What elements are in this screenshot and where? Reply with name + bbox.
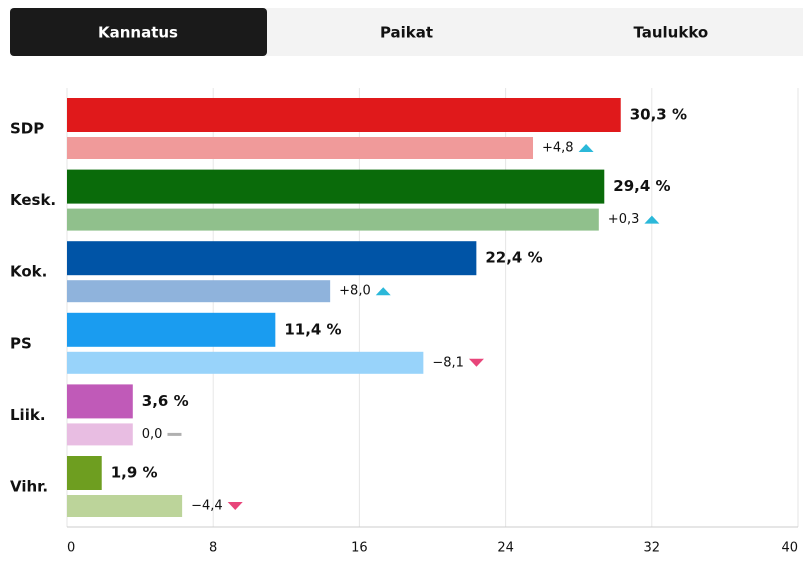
value-label: 29,4 % [613,177,670,195]
bar-previous [67,208,599,231]
category-label: SDP [10,120,44,138]
bar-previous [67,137,534,159]
change-down [468,358,484,367]
bar [67,241,477,276]
value-label: 30,3 % [630,106,687,124]
change-down [227,502,243,510]
change-up [578,144,594,152]
category-label: Liik. [10,406,46,424]
tab-label[interactable]: Kannatus [98,24,178,42]
change-label: −4,4 [191,499,223,514]
x-tick-label: 16 [351,541,368,556]
bar [67,456,102,490]
category-label: Vihr. [10,478,48,496]
x-tick-label: 8 [209,541,217,556]
tab-label[interactable]: Paikat [380,24,433,42]
x-tick-label: 32 [644,541,661,556]
bar [67,169,605,204]
value-label: 11,4 % [284,320,341,338]
change-label: +0,3 [608,212,640,227]
change-up [375,287,391,296]
bar-previous [67,351,424,374]
change-label: +8,0 [339,284,371,299]
tab-active[interactable] [10,8,267,56]
value-label: 3,6 % [142,392,189,410]
x-tick-label: 40 [781,541,798,556]
value-label: 1,9 % [111,464,158,482]
change-label: +4,8 [542,141,574,156]
category-label: PS [10,334,32,352]
change-none [167,432,182,436]
bar-previous [67,495,183,517]
bar-previous [67,423,133,446]
value-label: 22,4 % [485,249,542,267]
tab-label[interactable]: Taulukko [633,24,708,42]
change-up [644,215,660,224]
bar [67,98,621,132]
x-tick-label: 0 [67,541,75,556]
x-tick-label: 24 [497,541,514,556]
category-label: Kok. [10,263,47,281]
bar [67,312,276,347]
change-label: 0,0 [142,427,163,442]
change-label: −8,1 [432,355,464,370]
bar [67,384,133,419]
bar-previous [67,280,331,303]
category-label: Kesk. [10,191,56,209]
